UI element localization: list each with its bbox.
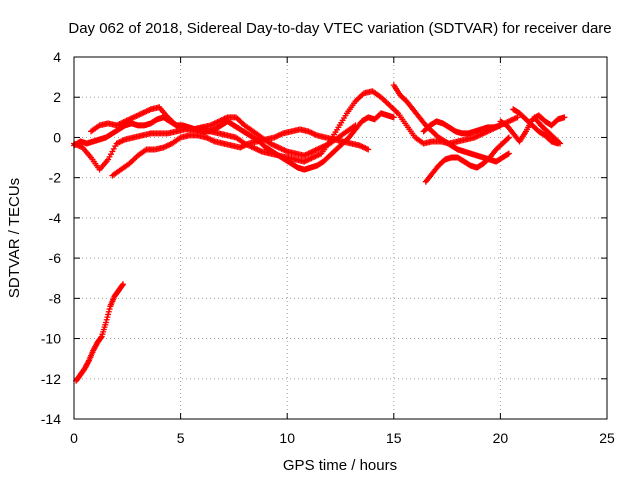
data-point (504, 135, 511, 142)
data-point (105, 311, 112, 318)
y-tick-label: -8 (49, 290, 62, 306)
y-tick-label: -14 (41, 411, 61, 427)
y-tick-label: -2 (49, 170, 62, 186)
y-tick-label: 2 (53, 89, 61, 105)
data-point (120, 281, 127, 288)
series-track-8 (420, 118, 504, 137)
x-axis-label: GPS time / hours (283, 457, 397, 474)
x-tick-label: 15 (386, 430, 402, 446)
y-tick-label: 4 (53, 49, 61, 65)
data-point (85, 359, 92, 366)
data-point (505, 150, 512, 157)
data-point (504, 151, 511, 158)
data-point (102, 319, 109, 326)
data-point (119, 282, 126, 289)
y-tick-label: -12 (41, 371, 61, 387)
chart-title: Day 062 of 2018, Sidereal Day-to-day VTE… (68, 20, 611, 37)
data-point (556, 139, 563, 146)
y-tick-label: -6 (49, 250, 62, 266)
data-point (105, 308, 112, 315)
y-tick-label: -4 (49, 210, 62, 226)
x-tick-label: 5 (177, 430, 185, 446)
data-series (71, 82, 568, 384)
series-track-11 (531, 114, 564, 147)
plot-border (73, 56, 608, 420)
data-point (505, 134, 512, 141)
series-track-10 (510, 106, 561, 147)
data-point (106, 306, 113, 313)
data-point (104, 314, 111, 321)
data-point (514, 114, 521, 121)
series-track-5 (109, 126, 372, 179)
y-tick-label: 0 (53, 129, 61, 145)
y-axis-label: SDTVAR / TECUs (6, 178, 23, 298)
data-point (103, 316, 110, 323)
series-track-7 (422, 134, 512, 185)
y-tick-label: -10 (41, 331, 61, 347)
x-tick-label: 0 (70, 430, 78, 446)
x-tick-label: 10 (279, 430, 295, 446)
data-point (365, 146, 372, 153)
y-axis-ticks: -14 -12 -10 -8 -6 -4 -2 0 2 4 (41, 49, 607, 427)
data-point (390, 114, 397, 121)
data-point (98, 334, 105, 341)
x-tick-label: 20 (493, 430, 509, 446)
series-track-4 (88, 104, 359, 159)
data-point (557, 140, 564, 147)
series-track-1 (73, 281, 127, 384)
data-point (352, 122, 359, 129)
x-tick-label: 25 (599, 430, 615, 446)
data-point (561, 114, 568, 121)
